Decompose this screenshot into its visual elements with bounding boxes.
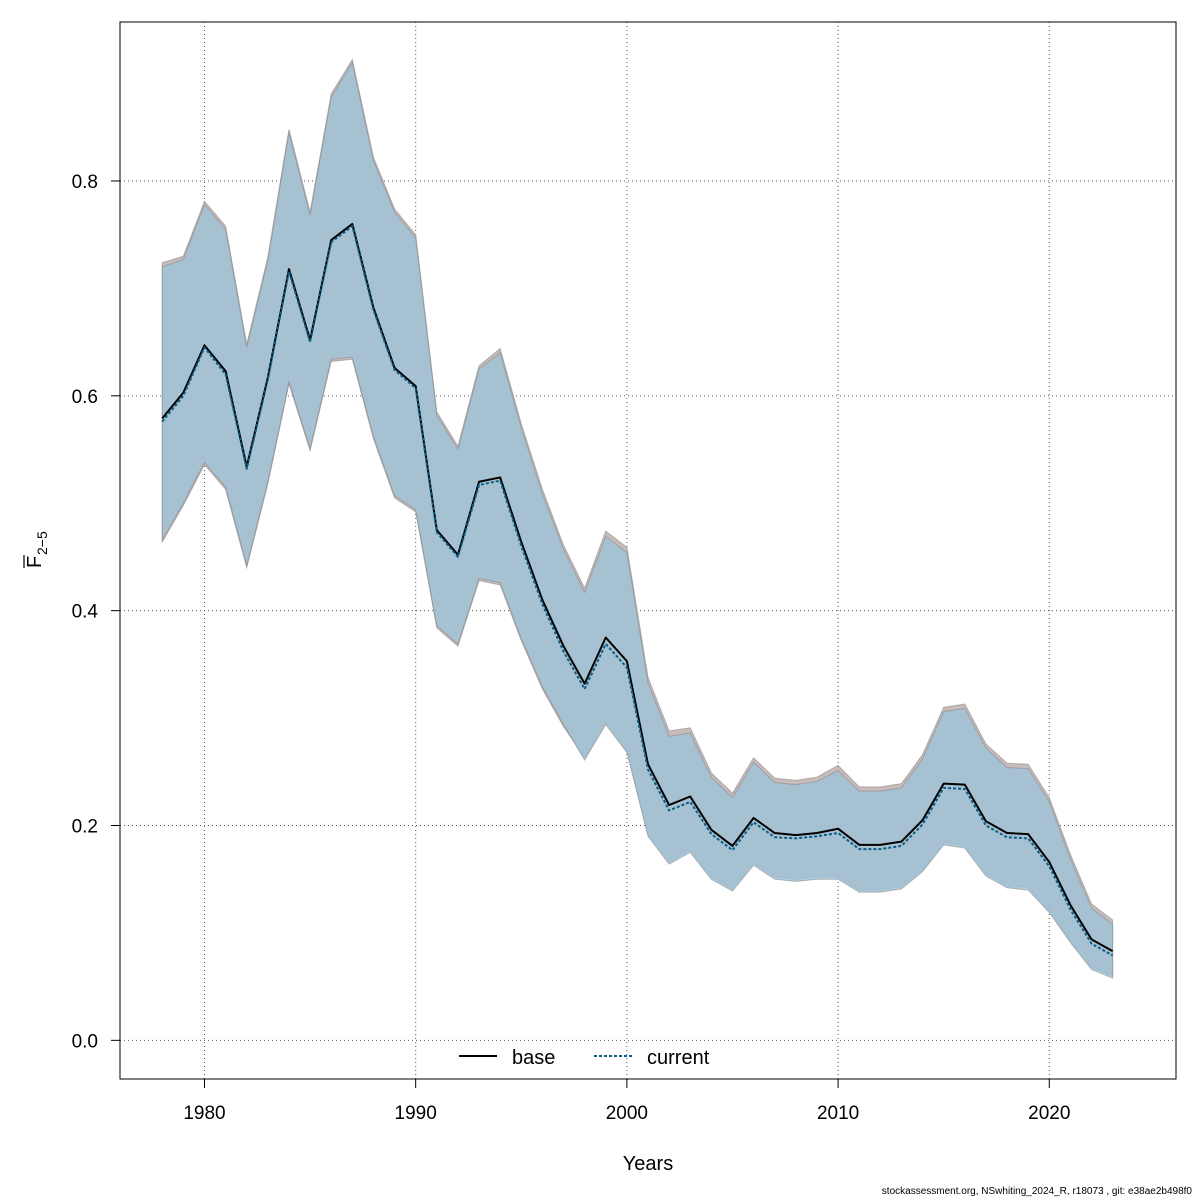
- y-axis-title-main: F: [24, 556, 46, 568]
- series-lines: [161, 222, 1114, 957]
- x-tick-label: 2010: [817, 1103, 859, 1124]
- x-tick-label: 2020: [1028, 1103, 1070, 1124]
- y-tick-label: 0.0: [72, 1031, 98, 1052]
- x-axis: 1980 1990 2000 2010 2020: [183, 1079, 1070, 1124]
- y-tick-label: 0.8: [72, 172, 98, 193]
- legend-label-base: base: [512, 1047, 555, 1069]
- legend-label-current: current: [647, 1047, 710, 1069]
- y-axis-title: F 2−5: [23, 531, 50, 568]
- y-tick-label: 0.4: [72, 602, 99, 623]
- x-axis-title: Years: [623, 1153, 673, 1175]
- x-tick-label: 1990: [395, 1103, 437, 1124]
- confidence-bands: [161, 58, 1114, 979]
- x-tick-label: 2000: [606, 1103, 648, 1124]
- line-current: [161, 225, 1114, 957]
- legend: base current: [459, 1047, 710, 1069]
- y-tick-label: 0.2: [72, 816, 98, 837]
- y-axis: 0.0 0.2 0.4 0.6 0.8: [72, 172, 120, 1052]
- x-tick-label: 1980: [183, 1103, 225, 1124]
- plot-frame: [119, 21, 1177, 1080]
- y-axis-title-subscript: 2−5: [34, 531, 50, 555]
- y-tick-label: 0.6: [72, 387, 98, 408]
- band-current: [161, 61, 1114, 979]
- footer-source-note: stockassessment.org, NSwhiting_2024_R, r…: [881, 1186, 1192, 1197]
